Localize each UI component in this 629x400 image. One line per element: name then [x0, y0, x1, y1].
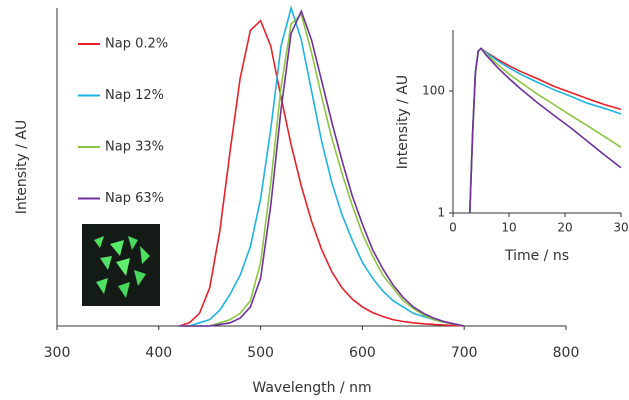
- x-tick-label: 0: [449, 221, 457, 235]
- x-tick-label: 500: [247, 345, 274, 361]
- crystal-photo: [82, 224, 160, 306]
- x-tick-label: 300: [44, 345, 71, 361]
- legend-label: Nap 63%: [105, 191, 164, 206]
- x-tick-label: 800: [553, 345, 580, 361]
- series-line: [179, 12, 465, 327]
- series-line: [469, 47, 622, 214]
- series-line: [469, 47, 622, 214]
- x-tick-label: 600: [349, 345, 376, 361]
- series-line: [179, 9, 465, 327]
- series-line: [469, 47, 622, 214]
- series-line: [179, 5, 465, 327]
- x-tick-label: 30: [613, 221, 628, 235]
- series-line: [469, 47, 622, 214]
- y-axis-label: Intensity / AU: [395, 75, 411, 169]
- x-tick-label: 20: [557, 221, 572, 235]
- x-axis-label: Wavelength / nm: [252, 380, 371, 396]
- legend-label: Nap 0.2%: [105, 37, 168, 52]
- x-axis-label: Time / ns: [504, 248, 569, 264]
- x-tick-label: 400: [145, 345, 172, 361]
- legend-label: Nap 33%: [105, 140, 164, 155]
- x-tick-label: 700: [451, 345, 478, 361]
- y-tick-label: 100: [422, 84, 445, 98]
- y-axis-label: Intensity / AU: [14, 120, 30, 214]
- series-line: [178, 19, 465, 327]
- legend-label: Nap 12%: [105, 88, 164, 103]
- y-tick-label: 1: [437, 206, 445, 220]
- x-tick-label: 10: [501, 221, 516, 235]
